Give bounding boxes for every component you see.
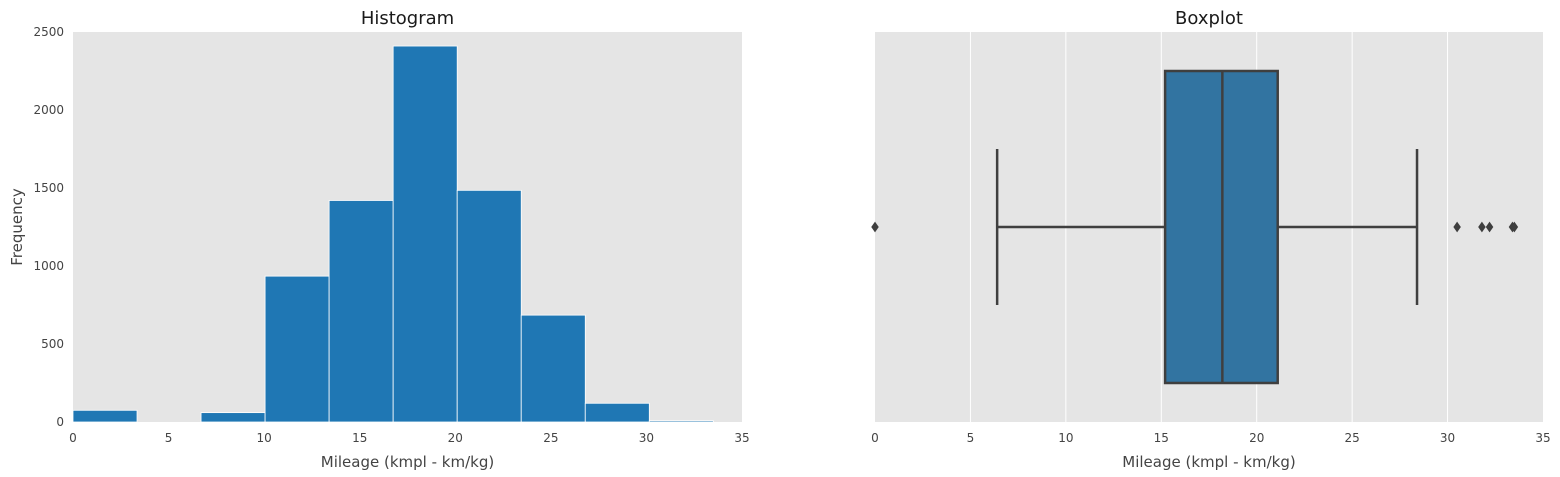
boxplot-outlier-point [1453,221,1461,233]
histogram-y-tick-label: 1000 [33,259,64,273]
histogram-bars [72,45,714,423]
boxplot-outliers [871,221,1519,233]
histogram-x-axis-label: Mileage (kmpl - km/kg) [321,453,494,471]
histogram-x-tick-label: 35 [734,431,749,445]
histogram-bar [328,200,394,423]
histogram-x-tick-label: 20 [448,431,463,445]
boxplot-x-tick-label: 10 [1058,431,1073,445]
boxplot-x-tick-label: 20 [1249,431,1264,445]
boxplot-x-tick-label: 35 [1535,431,1550,445]
histogram-x-tick-label: 10 [257,431,272,445]
histogram-bar [584,402,650,423]
histogram-y-tick-label: 2000 [33,103,64,117]
histogram-y-tick-label: 1500 [33,181,64,195]
histogram-bar [520,314,586,423]
histogram-bar [72,409,138,423]
histogram-title: Histogram [361,8,454,29]
histogram-y-tick-label: 2500 [33,25,64,39]
histogram-panel: 0 5 10 15 20 25 30 35 0 500 1000 1500 2000 2500 Hist… [8,8,750,471]
boxplot-outlier-point [871,221,879,233]
boxplot-panel: 0 5 10 15 20 25 30 35 Boxplot Mileage (kmpl - k… [871,8,1550,471]
boxplot-outlier-point [1485,221,1494,233]
histogram-bar [200,412,266,423]
histogram-x-tick-label: 0 [69,431,77,445]
boxplot-x-tick-label: 0 [871,431,879,445]
histogram-x-tick-label: 5 [165,431,173,445]
histogram-bar [264,275,330,423]
histogram-bar [456,189,522,423]
histogram-bar [648,420,714,423]
histogram-y-tick-label: 500 [41,337,64,351]
histogram-x-tick-label: 25 [543,431,558,445]
boxplot-outlier-point [1478,221,1486,233]
histogram-x-tick-label: 15 [352,431,367,445]
boxplot-x-tick-label: 30 [1440,431,1455,445]
boxplot-title: Boxplot [1175,8,1243,29]
histogram-y-tick-label: 0 [56,415,64,429]
boxplot-x-tick-label: 15 [1154,431,1169,445]
boxplot-x-ticks: 0 5 10 15 20 25 30 35 [871,431,1550,445]
histogram-x-tick-label: 30 [639,431,654,445]
histogram-x-ticks: 0 5 10 15 20 25 30 35 [69,431,749,445]
boxplot-x-axis-label: Mileage (kmpl - km/kg) [1122,453,1295,471]
boxplot-x-tick-label: 5 [967,431,975,445]
histogram-y-axis-label: Frequency [8,188,26,266]
boxplot-box-group [995,69,1419,385]
histogram-bar [392,45,458,423]
boxplot-outlier-point [1510,221,1519,233]
boxplot-x-tick-label: 25 [1345,431,1360,445]
histogram-y-ticks: 0 500 1000 1500 2000 2500 [33,25,64,429]
